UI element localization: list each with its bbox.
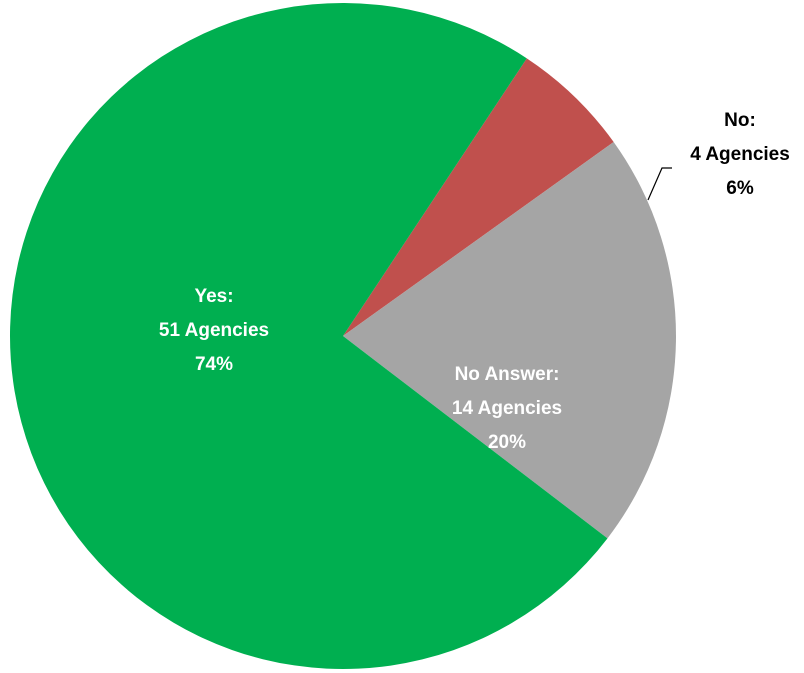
yes-slice-label: Yes: 51 Agencies 74% (159, 286, 269, 375)
yes-label-title: Yes: (194, 286, 233, 307)
no-answer-label-percent: 20% (488, 432, 526, 453)
yes-label-count: 51 Agencies (159, 320, 269, 341)
no-slice-label: No: 4 Agencies 6% (690, 110, 790, 199)
pie-slices (9, 2, 676, 669)
yes-label-percent: 74% (195, 354, 233, 375)
pie-slice-no-answer (343, 142, 676, 539)
no-slice-leader-line (647, 167, 672, 201)
no-label-percent: 6% (726, 178, 754, 199)
no-answer-label-title: No Answer: (455, 364, 560, 385)
no-answer-slice-label: No Answer: 14 Agencies 20% (452, 364, 562, 453)
no-answer-label-count: 14 Agencies (452, 398, 562, 419)
pie-slice-no (343, 58, 614, 336)
pie-slice-yes (9, 2, 608, 669)
no-label-count: 4 Agencies (690, 144, 790, 165)
no-label-title: No: (724, 110, 756, 131)
